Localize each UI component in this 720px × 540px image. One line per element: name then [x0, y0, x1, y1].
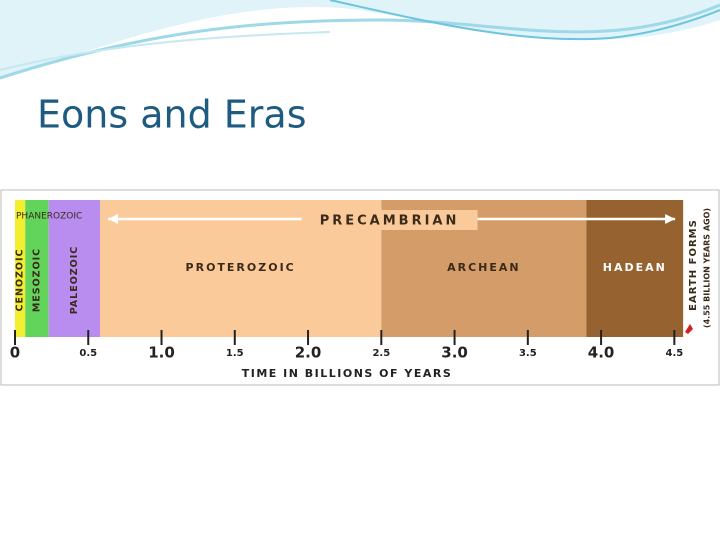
timeline: CENOZOIC MESOZOIC PALEOZOIC PROTEROZOIC ARCH… [10, 200, 712, 380]
label-backdrop [301, 210, 478, 230]
era-bar [25, 200, 49, 337]
x-tick-label: 0.5 [79, 348, 97, 359]
event-label: EARTH FORMS [688, 219, 699, 311]
x-tick-label: 4.0 [588, 344, 615, 362]
arrow-head [665, 214, 676, 224]
slide-title: Eons and Eras [37, 93, 307, 137]
x-tick-label: 2.0 [295, 344, 322, 362]
x-tick-label: 3.0 [441, 344, 468, 362]
x-tick-label: 4.5 [665, 348, 683, 359]
era-label: MESOZOIC [31, 248, 42, 312]
era-label: CENOZOIC [15, 249, 26, 312]
eon-label: HADEAN [603, 261, 667, 274]
x-tick-label: 1.0 [148, 344, 175, 362]
eon-label: PROTEROZOIC [186, 261, 296, 274]
wave-line [329, 0, 720, 41]
earth-marker [685, 324, 693, 334]
phanerozoic-label: PHANEROZOIC [16, 212, 82, 222]
era-label: PALEOZOIC [69, 246, 80, 315]
x-tick-label: 2.5 [372, 348, 390, 359]
arrow-head [107, 214, 118, 224]
eon-label: ARCHEAN [447, 261, 521, 274]
header-wave [0, 0, 720, 80]
era-bar [48, 200, 100, 337]
x-tick-label: 1.5 [226, 348, 244, 359]
wave-line [0, 31, 331, 71]
precambrian-label: PRECAMBRIAN [320, 214, 460, 229]
x-axis-label: TIME IN BILLIONS OF YEARS [242, 367, 453, 380]
x-tick-label: 0 [10, 344, 20, 362]
wave [0, 0, 720, 80]
wave-line [0, 3, 720, 80]
event-note: (4.55 BILLION YEARS AGO) [703, 208, 712, 328]
era-bar [15, 200, 26, 337]
x-tick-label: 3.5 [519, 348, 537, 359]
